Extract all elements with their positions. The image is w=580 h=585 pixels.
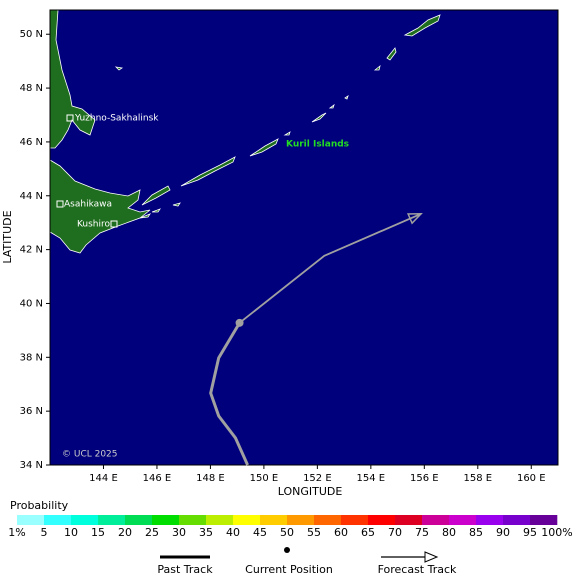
colorbar-segment: [44, 515, 72, 525]
colorbar-label: 35: [199, 526, 213, 539]
y-tick-label: 36 N: [20, 406, 43, 417]
colorbar-segment: [476, 515, 504, 525]
colorbar-label: 70: [388, 526, 402, 539]
x-tick-label: 154 E: [357, 473, 386, 484]
colorbar-label: 45: [253, 526, 267, 539]
x-axis-title: LONGITUDE: [278, 485, 343, 498]
x-tick-label: 160 E: [517, 473, 546, 484]
place-label: Asahikawa: [64, 200, 112, 210]
place-label: Yuzhno-Sakhalinsk: [74, 114, 159, 124]
colorbar-label: 40: [226, 526, 240, 539]
land: [49, 9, 441, 254]
y-tick-label: 44 N: [20, 191, 43, 202]
colorbar-label: 1%: [8, 526, 25, 539]
colorbar-label: 85: [469, 526, 483, 539]
x-tick-label: 152 E: [303, 473, 332, 484]
y-tick-label: 38 N: [20, 352, 43, 363]
colorbar-segment: [260, 515, 288, 525]
colorbar-segment: [314, 515, 342, 525]
colorbar-label: 30: [172, 526, 186, 539]
colorbar-label: 25: [145, 526, 159, 539]
colorbar-segment: [71, 515, 99, 525]
colorbar-label: 50: [280, 526, 294, 539]
colorbar-segment: [395, 515, 423, 525]
colorbar-segment: [17, 515, 45, 525]
current-position: [235, 318, 244, 327]
colorbar-segment: [503, 515, 531, 525]
y-tick-label: 34 N: [20, 460, 43, 471]
colorbar-segment: [368, 515, 396, 525]
x-tick-label: 158 E: [463, 473, 492, 484]
legend-label: Past Track: [157, 563, 213, 576]
colorbar-title: Probability: [10, 499, 69, 512]
colorbar-label: 20: [118, 526, 132, 539]
place-label: Kuril Islands: [286, 140, 349, 150]
colorbar-segment: [206, 515, 234, 525]
y-tick-label: 42 N: [20, 245, 43, 256]
legend-label: Current Position: [245, 563, 333, 576]
colorbar-segment: [422, 515, 450, 525]
y-tick-label: 40 N: [20, 298, 43, 309]
colorbar-label: 100%: [541, 526, 572, 539]
colorbar-segment: [233, 515, 261, 525]
colorbar-label: 90: [496, 526, 510, 539]
forecast-track: [239, 212, 422, 324]
colorbar-label: 60: [334, 526, 348, 539]
legend-label: Forecast Track: [378, 563, 457, 576]
legend-current-dot: [284, 547, 290, 553]
map-frame: [49, 9, 559, 466]
x-tick-label: 146 E: [143, 473, 172, 484]
colorbar-label: 80: [442, 526, 456, 539]
y-tick-label: 48 N: [20, 83, 43, 94]
colorbar-segment: [179, 515, 207, 525]
colorbar-segment: [287, 515, 315, 525]
sea: [50, 10, 558, 465]
dynamic: 144 E 146 E 148 E 150 E 152 E 154 E 156 E 158 E…: [8, 29, 572, 539]
forecast-arrowhead: [406, 213, 423, 225]
x-tick-label: 148 E: [196, 473, 225, 484]
colorbar-label: 55: [307, 526, 321, 539]
x-tick-label: 144 E: [89, 473, 118, 484]
y-axis-title: LATITUDE: [1, 210, 14, 263]
colorbar-label: 65: [361, 526, 375, 539]
colorbar-segment: [152, 515, 180, 525]
legend-forecast-head: [424, 551, 439, 563]
colorbar-segment: [98, 515, 126, 525]
colorbar-label: 75: [415, 526, 429, 539]
colorbar-segment: [530, 515, 558, 525]
colorbar-label: 95: [523, 526, 537, 539]
colorbar-segment: [341, 515, 369, 525]
colorbar-segment: [449, 515, 477, 525]
place-label: Kushiro: [77, 220, 111, 230]
colorbar-label: 15: [91, 526, 105, 539]
place-markers: [56, 114, 118, 228]
past-track: [209, 322, 249, 466]
colorbar-label: 10: [64, 526, 78, 539]
x-tick-label: 156 E: [410, 473, 439, 484]
x-tick-label: 150 E: [250, 473, 279, 484]
colorbar-label: 5: [41, 526, 48, 539]
y-tick-label: 46 N: [20, 137, 43, 148]
colorbar-segment: [125, 515, 153, 525]
y-tick-label: 50 N: [20, 29, 43, 40]
copyright: © UCL 2025: [62, 450, 118, 460]
